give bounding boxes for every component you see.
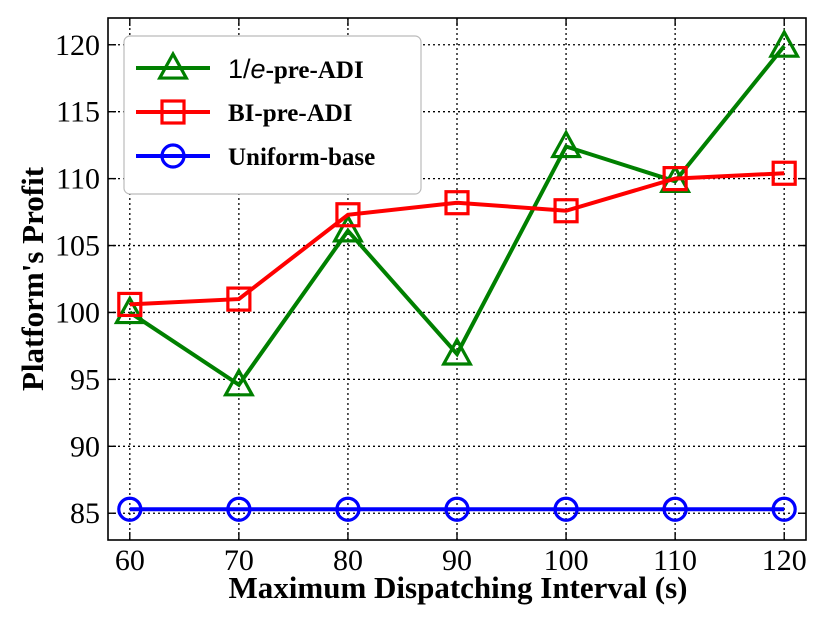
data-point-uniform-base (553, 496, 579, 522)
data-point-uniform-base (226, 496, 252, 522)
data-point-uniform-base (662, 496, 688, 522)
legend-circle-marker (160, 143, 186, 169)
legend: 1/e-pre-ADI BI-pre-ADI Uniform-base (123, 35, 422, 195)
data-point-bi-pre-adi (771, 160, 797, 186)
legend-label-bi-pre-adi: BI-pre-ADI (228, 100, 353, 127)
data-point-1-e-pre-adi (550, 129, 583, 159)
data-point-uniform-base (335, 496, 361, 522)
series-layer (113, 28, 801, 522)
tick-labels: 60 70 80 90 100 110 120 85 90 95 100 105 110 115 120 (55, 29, 807, 577)
data-point-bi-pre-adi (335, 202, 361, 228)
y-tick-label: 120 (55, 29, 100, 62)
y-tick-label: 85 (70, 497, 100, 530)
legend-square-marker (160, 99, 186, 125)
x-tick-label: 60 (115, 544, 145, 577)
series-uniform-base (117, 496, 797, 522)
data-point-1-e-pre-adi (331, 213, 364, 243)
data-point-bi-pre-adi (662, 166, 688, 192)
data-point-1-e-pre-adi (222, 367, 255, 397)
y-tick-label: 105 (55, 230, 100, 263)
y-tick-label: 90 (70, 430, 100, 463)
x-tick-label: 110 (653, 544, 697, 577)
legend-item-1e-pre-adi: 1/e-pre-ADI (136, 50, 364, 84)
series-line-bi-pre-adi (129, 171, 785, 307)
data-point-1-e-pre-adi (768, 28, 801, 58)
y-tick-label: 115 (56, 96, 100, 129)
x-tick-label: 90 (442, 544, 472, 577)
x-axis-title: Maximum Dispatching Interval (s) (229, 570, 688, 605)
series-bi-pre-adi (117, 160, 797, 318)
y-tick-label: 95 (70, 363, 100, 396)
x-tick-label: 70 (224, 544, 254, 577)
data-point-uniform-base (444, 496, 470, 522)
legend-label-uniform-base: Uniform-base (228, 144, 375, 171)
series-line-1-e-pre-adi (128, 44, 786, 388)
axis-ticks (108, 18, 806, 540)
y-tick-label: 100 (55, 296, 100, 329)
data-point-bi-pre-adi (226, 286, 252, 312)
legend-item-bi-pre-adi: BI-pre-ADI (136, 99, 353, 127)
data-point-uniform-base (117, 496, 143, 522)
x-tick-label: 120 (762, 544, 807, 577)
y-tick-label: 110 (56, 163, 100, 196)
data-point-uniform-base (771, 496, 797, 522)
legend-label-1e-pre-adi: 1/e-pre-ADI (228, 54, 364, 84)
legend-item-uniform-base: Uniform-base (136, 143, 375, 171)
data-point-bi-pre-adi (117, 291, 143, 318)
x-tick-label: 80 (333, 544, 363, 577)
legend-triangle-marker (156, 50, 190, 80)
data-point-1-e-pre-adi (440, 336, 474, 366)
data-point-1-e-pre-adi (113, 295, 146, 325)
x-tick-label: 100 (544, 544, 589, 577)
y-axis-title: Platform's Profit (15, 166, 50, 391)
data-point-bi-pre-adi (553, 198, 579, 224)
data-point-bi-pre-adi (444, 190, 470, 216)
